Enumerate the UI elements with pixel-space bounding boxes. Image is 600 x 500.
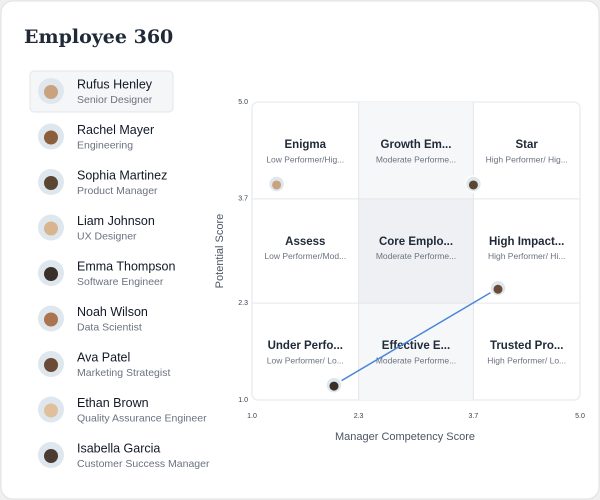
cell-subtitle: High Performer/ Hig... [486, 154, 568, 164]
cell-bg [358, 102, 474, 199]
cell-title: Effective E... [382, 340, 450, 352]
employee-name[interactable]: Isabella Garcia [77, 441, 160, 455]
cell-title: High Impact... [489, 236, 564, 248]
y-tick-label: 3.7 [238, 196, 248, 203]
avatar-face [44, 130, 58, 145]
cell-bg [358, 198, 474, 304]
avatar-face [44, 358, 58, 372]
cell-subtitle: High Performer/ Lo... [487, 355, 566, 365]
employee-name[interactable]: Ava Patel [77, 350, 130, 364]
employee-role: Product Manager [77, 185, 158, 197]
cell-subtitle: Low Performer/Hig... [266, 154, 344, 164]
cell-title: Assess [285, 236, 325, 248]
employee-role: Quality Assurance Engineer [77, 412, 207, 424]
employee-name[interactable]: Ethan Brown [77, 396, 149, 410]
avatar-face [44, 267, 58, 281]
x-tick-label: 5.0 [575, 413, 585, 420]
employee-role: Marketing Strategist [77, 367, 170, 379]
avatar-face [44, 221, 58, 236]
employee-name[interactable]: Noah Wilson [77, 305, 148, 319]
cell-title: Enigma [285, 139, 327, 151]
cell-bg [358, 303, 474, 400]
avatar-face [44, 85, 58, 99]
cell-title: Under Perfo... [268, 340, 343, 352]
employee-role: Software Engineer [77, 276, 164, 288]
employee-name[interactable]: Sophia Martinez [77, 168, 167, 182]
cell-title: Star [516, 139, 539, 151]
employee-name[interactable]: Liam Johnson [77, 214, 155, 228]
cell-title: Growth Em... [381, 139, 452, 151]
avatar-face [44, 176, 58, 190]
employee-role: Customer Success Manager [77, 458, 210, 470]
cell-subtitle: Low Performer/Mod... [264, 251, 346, 261]
point-face [329, 381, 339, 391]
point-face [468, 180, 478, 190]
avatar-face [44, 312, 58, 327]
cell-subtitle: Low Performer/ Lo... [267, 355, 344, 365]
cell-title: Core Emplo... [379, 236, 453, 248]
y-tick-label: 2.3 [238, 300, 248, 307]
page-title: Employee 360 [24, 26, 173, 48]
cell-subtitle: Moderate Performe... [376, 154, 456, 164]
x-axis-label: Manager Competency Score [335, 431, 475, 443]
employee-role: Data Scientist [77, 321, 142, 333]
cell-subtitle: Moderate Performe... [376, 355, 456, 365]
cell-subtitle: High Performer/ Hi... [488, 251, 565, 261]
x-tick-label: 1.0 [247, 413, 257, 420]
trajectory [333, 287, 499, 386]
point-face [272, 180, 282, 190]
x-tick-label: 2.3 [354, 413, 364, 420]
point-face [493, 284, 503, 294]
y-axis-label: Potential Score [214, 214, 226, 289]
avatar-face [44, 403, 58, 418]
y-tick-label: 5.0 [238, 99, 248, 106]
employee-role: Senior Designer [77, 94, 153, 106]
selected-item [29, 70, 174, 113]
employee-role: UX Designer [77, 230, 137, 242]
x-tick-label: 3.7 [469, 413, 479, 420]
avatar-face [44, 449, 58, 463]
employee-name[interactable]: Rufus Henley [77, 77, 153, 91]
cell-title: Trusted Pro... [490, 340, 564, 352]
employee-role: Engineering [77, 139, 133, 151]
employee-name[interactable]: Emma Thompson [77, 259, 175, 273]
employee-name[interactable]: Rachel Mayer [77, 123, 154, 137]
cell-subtitle: Moderate Performe... [376, 251, 456, 261]
y-tick-label: 1.0 [238, 397, 248, 404]
